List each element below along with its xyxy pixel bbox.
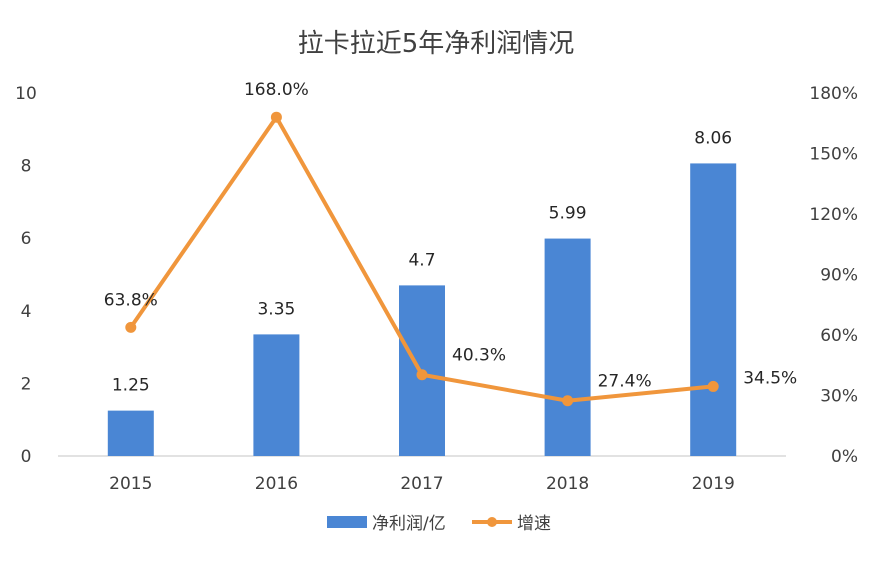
bar-series: 1.25 3.35 4.7 5.99 8.06 — [107, 128, 737, 456]
right-tick-label: 30% — [820, 387, 858, 407]
line-point — [562, 395, 574, 407]
bar-data-label: 4.7 — [408, 250, 435, 270]
right-axis: 0% 30% 60% 90% 120% 150% 180% — [809, 84, 858, 467]
legend-bar-swatch — [327, 516, 367, 528]
left-tick-label: 6 — [21, 229, 32, 249]
x-tick-label: 2015 — [109, 474, 152, 494]
line-data-label: 34.5% — [743, 368, 797, 388]
line-data-label: 168.0% — [244, 80, 309, 100]
x-axis: 2015 2016 2017 2018 2019 — [109, 474, 735, 494]
x-tick-label: 2019 — [692, 474, 735, 494]
right-tick-label: 150% — [809, 145, 858, 165]
legend-line-marker — [487, 517, 497, 527]
x-tick-label: 2016 — [255, 474, 298, 494]
right-tick-label: 0% — [831, 447, 858, 467]
line-data-label: 27.4% — [598, 372, 652, 392]
line-point — [270, 111, 282, 123]
bar — [544, 238, 591, 456]
left-tick-label: 0 — [21, 447, 32, 467]
line-point — [125, 321, 137, 333]
bar-data-label: 5.99 — [549, 204, 587, 224]
left-tick-label: 4 — [21, 302, 32, 322]
legend: 净利润/亿 增速 — [327, 514, 551, 534]
legend-bar-label: 净利润/亿 — [372, 514, 446, 534]
line-data-label: 40.3% — [452, 346, 506, 366]
right-tick-label: 60% — [820, 326, 858, 346]
line-point — [416, 369, 428, 381]
bar-data-label: 3.35 — [257, 299, 295, 319]
x-tick-label: 2017 — [400, 474, 443, 494]
right-tick-label: 90% — [820, 266, 858, 286]
bar — [690, 163, 737, 456]
chart-title: 拉卡拉近5年净利润情况 — [298, 29, 575, 59]
left-tick-label: 10 — [15, 84, 37, 104]
line-series: 63.8% 168.0% 40.3% 27.4% 34.5% — [104, 80, 797, 407]
line-point — [707, 380, 719, 392]
bar — [107, 410, 154, 456]
legend-line-label: 增速 — [517, 514, 551, 534]
left-tick-label: 2 — [21, 374, 32, 394]
bar-data-label: 1.25 — [112, 376, 150, 396]
line-data-label: 63.8% — [104, 290, 158, 310]
right-tick-label: 120% — [809, 205, 858, 225]
bar-data-label: 8.06 — [694, 128, 732, 148]
bar — [253, 334, 300, 456]
left-axis: 0 2 4 6 8 10 — [15, 84, 37, 467]
x-tick-label: 2018 — [546, 474, 589, 494]
left-tick-label: 8 — [21, 157, 32, 177]
right-tick-label: 180% — [809, 84, 858, 104]
